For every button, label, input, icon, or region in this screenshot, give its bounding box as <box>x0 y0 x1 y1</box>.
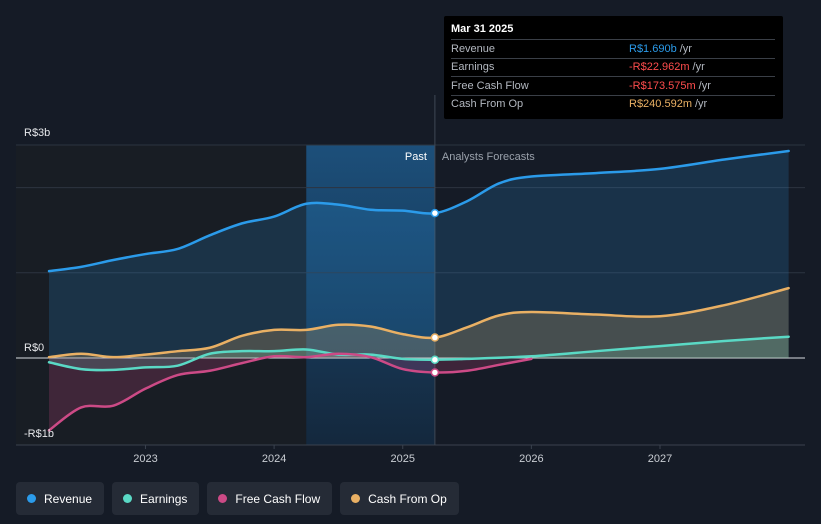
marker-revenue <box>430 208 440 218</box>
tooltip-unit: /yr <box>698 79 711 92</box>
legend-item-cash-from-op[interactable]: Cash From Op <box>340 482 459 515</box>
recent-highlight-band <box>306 145 435 445</box>
tooltip-row-earnings: Earnings -R$22.962m /yr <box>451 57 775 77</box>
y-tick-label: R$3b <box>24 127 50 139</box>
marker-cash-from-op <box>430 333 440 342</box>
tooltip-value: R$1.690b <box>629 42 677 55</box>
x-tick-label: 2026 <box>519 453 543 465</box>
tooltip-row-revenue: Revenue R$1.690b /yr <box>451 39 775 58</box>
area-cash-from-op <box>49 288 789 358</box>
legend-dot-icon <box>351 494 361 503</box>
y-tick-label: -R$1b <box>24 428 54 440</box>
past-label: Past <box>405 151 427 163</box>
tooltip-label: Earnings <box>451 61 495 74</box>
past-band <box>16 145 307 445</box>
tooltip-label: Revenue <box>451 42 496 55</box>
legend-label: Revenue <box>44 491 93 506</box>
legend-dot-icon <box>218 494 228 503</box>
tooltip-value: -R$22.962m <box>629 61 690 74</box>
legend-label: Cash From Op <box>368 491 447 506</box>
legend-label: Free Cash Flow <box>235 491 321 506</box>
tooltip-unit: /yr <box>695 98 708 111</box>
legend-label: Earnings <box>140 491 188 506</box>
legend-dot-icon <box>27 494 36 503</box>
marker-free-cash-flow <box>430 368 440 377</box>
tooltip-label: Cash From Op <box>451 98 524 111</box>
area-earnings <box>49 336 789 371</box>
line-cash-from-op <box>47 286 790 359</box>
area-free-cash-flow <box>49 353 532 431</box>
tooltip-unit: /yr <box>692 61 705 74</box>
tooltip-row-cash-from-op: Cash From Op R$240.592m /yr <box>451 94 775 114</box>
x-tick-label: 2024 <box>262 453 286 465</box>
y-tick-label: R$0 <box>24 342 44 354</box>
tooltip-unit: /yr <box>679 42 692 55</box>
marker-earnings <box>430 355 440 364</box>
legend-item-free-cash-flow[interactable]: Free Cash Flow <box>207 482 333 515</box>
line-revenue <box>47 149 790 273</box>
tooltip-row-free-cash-flow: Free Cash Flow -R$173.575m /yr <box>451 76 775 95</box>
legend-dot-icon <box>123 494 133 503</box>
legend-item-revenue[interactable]: Revenue <box>16 482 105 515</box>
x-tick-label: 2027 <box>648 453 672 465</box>
x-tick-label: 2023 <box>133 453 157 465</box>
tooltip-label: Free Cash Flow <box>451 79 529 92</box>
legend: Revenue Earnings Free Cash Flow Cash Fro… <box>16 482 459 515</box>
tooltip-value: -R$173.575m <box>629 79 696 92</box>
legend-item-earnings[interactable]: Earnings <box>112 482 200 515</box>
tooltip: Mar 31 2025 Revenue R$1.690b /yr Earning… <box>444 16 783 119</box>
tooltip-date: Mar 31 2025 <box>451 23 514 35</box>
x-tick-label: 2025 <box>390 453 414 465</box>
area-revenue <box>49 150 789 358</box>
line-free-cash-flow <box>47 352 533 432</box>
forecast-label: Analysts Forecasts <box>442 151 535 163</box>
tooltip-value: R$240.592m <box>629 98 692 111</box>
